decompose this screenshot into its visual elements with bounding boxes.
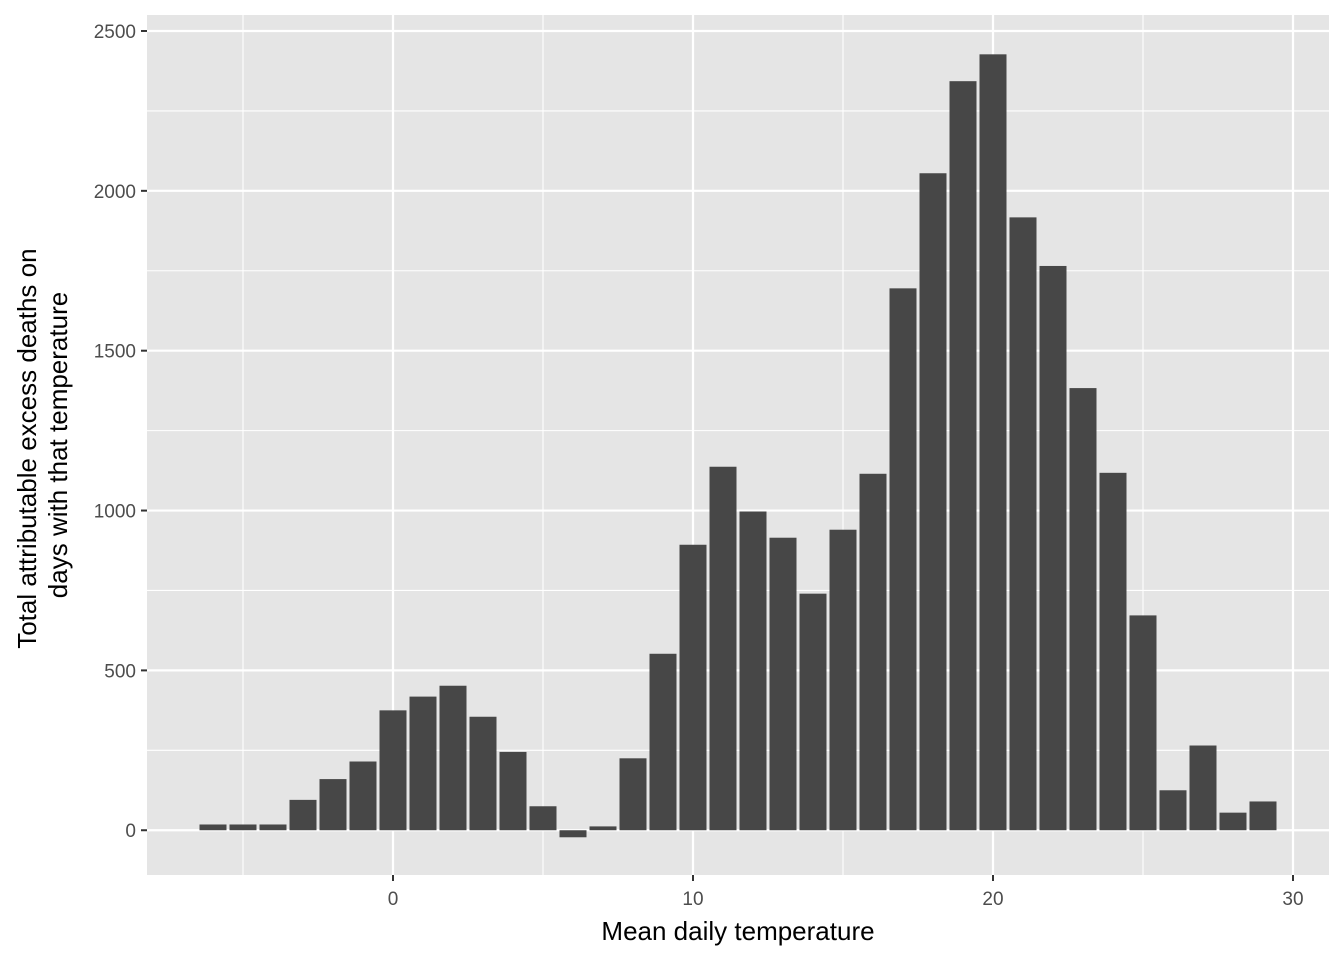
bar — [739, 511, 767, 831]
bar — [1009, 217, 1037, 831]
bar — [349, 761, 377, 831]
bar — [529, 806, 557, 831]
bar — [559, 830, 587, 838]
bar — [259, 824, 287, 831]
bar — [619, 758, 647, 831]
bar — [979, 54, 1007, 831]
y-tick-label: 1000 — [94, 502, 136, 523]
bar — [949, 81, 977, 831]
y-axis-title: Total attributable excess deaths on days… — [12, 241, 73, 649]
y-axis-title-line-2: days with that temperature — [43, 292, 73, 598]
y-tick-label: 1500 — [94, 342, 136, 363]
bar — [889, 288, 917, 831]
y-tick-label: 2000 — [94, 182, 136, 203]
x-tick-label: 20 — [982, 889, 1003, 910]
grid-minor — [147, 15, 1329, 875]
bar — [499, 751, 527, 831]
x-axis-title: Mean daily temperature — [601, 916, 874, 946]
bar — [409, 696, 437, 831]
x-tick-label: 10 — [682, 889, 703, 910]
bar — [1159, 790, 1187, 831]
bar — [1249, 801, 1277, 831]
bar — [649, 653, 677, 831]
bar — [769, 537, 797, 831]
bar — [799, 593, 827, 831]
bar — [919, 173, 947, 831]
bars — [199, 54, 1277, 838]
y-tick-label: 2500 — [94, 22, 136, 43]
bar — [1099, 472, 1127, 831]
x-tick-label: 30 — [1282, 889, 1303, 910]
bar — [1039, 265, 1067, 831]
y-axis: 0 500 1000 1500 2000 2500 — [94, 22, 147, 842]
y-tick-label: 0 — [125, 821, 136, 842]
bar — [1219, 812, 1247, 831]
y-axis-title-line-1: Total attributable excess deaths on — [12, 248, 42, 648]
bar — [319, 779, 347, 831]
bar — [679, 544, 707, 831]
x-tick-label: 0 — [388, 889, 399, 910]
bar — [469, 716, 497, 831]
bar — [199, 824, 227, 831]
bar — [379, 710, 407, 831]
bar — [1189, 745, 1217, 831]
bar — [439, 685, 467, 831]
bar — [1129, 615, 1157, 831]
bar — [859, 473, 887, 831]
bar — [829, 529, 857, 831]
bar — [589, 826, 617, 831]
bar — [289, 799, 317, 831]
y-tick-label: 500 — [104, 661, 136, 682]
bar — [709, 466, 737, 831]
bar — [1069, 388, 1097, 831]
bar — [229, 824, 257, 831]
x-axis: 0 10 20 30 — [388, 875, 1304, 910]
